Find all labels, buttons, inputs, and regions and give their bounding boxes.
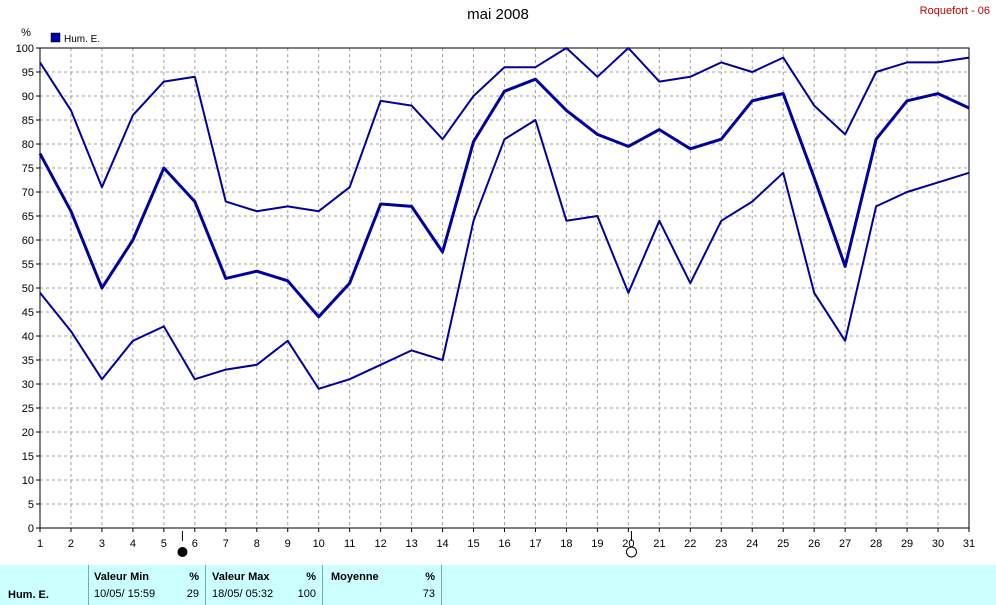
- series-line-min: [39, 119, 970, 390]
- y-tick-label: 70: [22, 187, 34, 199]
- x-tick-label: 8: [254, 538, 260, 550]
- x-tick-label: 24: [746, 538, 758, 550]
- y-tick-label: 95: [22, 67, 34, 79]
- stats-row-label: Hum. E.: [8, 589, 49, 601]
- stats-min-cell: Valeur Min % 10/05/ 15:59 29: [88, 565, 205, 605]
- y-tick-label: 10: [22, 475, 34, 487]
- x-tick-label: 17: [529, 538, 541, 550]
- x-tick-label: 18: [560, 538, 572, 550]
- y-tick-label: 65: [22, 211, 34, 223]
- x-tick-label: 13: [405, 538, 417, 550]
- y-tick-label: 20: [22, 427, 34, 439]
- x-tick-label: 14: [436, 538, 448, 550]
- legend-label: Hum. E.: [64, 34, 100, 45]
- y-tick-label: 40: [22, 331, 34, 343]
- x-tick-label: 31: [963, 538, 975, 550]
- legend-swatch: [50, 32, 61, 43]
- min-unit: %: [189, 571, 199, 583]
- y-axis-unit: %: [21, 27, 31, 39]
- x-tick-label: 4: [130, 538, 136, 550]
- x-tick-label: 11: [344, 538, 355, 550]
- x-tick-label: 19: [591, 538, 603, 550]
- x-tick-label: 1: [37, 538, 43, 550]
- y-tick-label: 15: [22, 451, 34, 463]
- y-tick-label: 0: [28, 523, 34, 535]
- y-tick-label: 60: [22, 235, 34, 247]
- x-tick-label: 16: [498, 538, 510, 550]
- x-tick-label: 12: [375, 538, 387, 550]
- max-time: 18/05/ 05:32: [212, 588, 274, 600]
- y-tick-label: 90: [22, 91, 34, 103]
- x-tick-label: 25: [777, 538, 789, 550]
- y-tick-label: 35: [22, 355, 34, 367]
- min-value: 29: [186, 588, 199, 600]
- x-tick-label: 3: [99, 538, 105, 550]
- x-tick-label: 22: [684, 538, 696, 550]
- chart-title: mai 2008: [467, 6, 529, 23]
- station-name: Roquefort - 06: [919, 5, 990, 17]
- x-tick-label: 29: [901, 538, 913, 550]
- y-tick-label: 45: [22, 307, 34, 319]
- mean-value: 73: [422, 588, 435, 600]
- x-tick-label: 28: [870, 538, 882, 550]
- y-tick-label: 85: [22, 115, 34, 127]
- x-tick-label: 2: [68, 538, 74, 550]
- x-tick-label: 26: [808, 538, 820, 550]
- y-tick-label: 25: [22, 403, 34, 415]
- x-tick-label: 6: [192, 538, 198, 550]
- full-moon-icon: [177, 547, 188, 557]
- humidity-chart: 0510152025303540455055606570758085909510…: [16, 27, 975, 558]
- max-unit: %: [306, 571, 316, 583]
- stats-mean-cell: Moyenne % 73: [322, 565, 442, 605]
- y-tick-label: 5: [28, 499, 34, 511]
- x-tick-label: 15: [467, 538, 479, 550]
- series-line-max: [39, 47, 970, 213]
- y-tick-label: 75: [22, 163, 34, 175]
- min-time: 10/05/ 15:59: [94, 588, 156, 600]
- mean-label: Moyenne: [331, 571, 379, 583]
- stats-max-cell: Valeur Max % 18/05/ 05:32 100: [205, 565, 322, 605]
- series-line-mean: [38, 77, 970, 319]
- x-tick-label: 7: [223, 538, 229, 550]
- y-tick-label: 55: [22, 259, 34, 271]
- max-label: Valeur Max: [212, 571, 270, 583]
- x-tick-label: 9: [285, 538, 291, 550]
- new-moon-icon: [625, 546, 637, 558]
- x-tick-label: 10: [313, 538, 325, 550]
- y-tick-label: 100: [16, 43, 34, 55]
- y-tick-label: 50: [22, 283, 34, 295]
- x-tick-label: 21: [653, 538, 665, 550]
- y-tick-label: 80: [22, 139, 34, 151]
- x-tick-label: 23: [715, 538, 727, 550]
- x-tick-label: 27: [839, 538, 851, 550]
- mean-unit: %: [425, 571, 435, 583]
- stats-panel: Hum. E. Valeur Min % 10/05/ 15:59 29 Val…: [0, 565, 996, 605]
- x-tick-label: 5: [161, 538, 167, 550]
- x-tick-label: 30: [932, 538, 944, 550]
- min-label: Valeur Min: [94, 571, 150, 583]
- y-tick-label: 30: [22, 379, 34, 391]
- max-value: 100: [297, 588, 316, 600]
